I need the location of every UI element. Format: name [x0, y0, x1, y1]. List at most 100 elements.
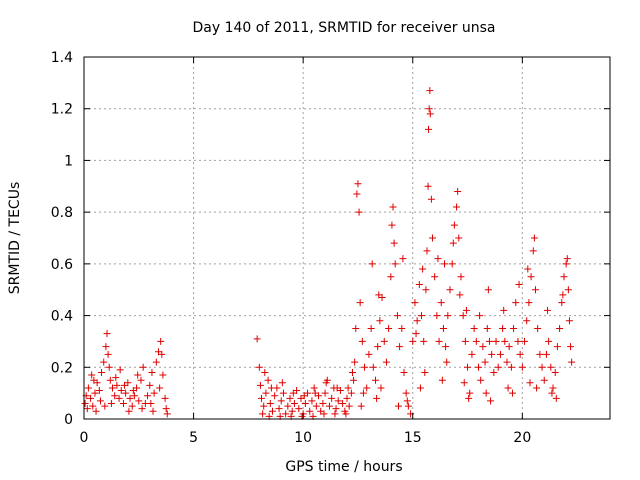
data-point: [84, 384, 92, 392]
data-point: [355, 208, 363, 216]
data-point: [563, 255, 571, 263]
x-axis-label: GPS time / hours: [285, 459, 402, 475]
data-point: [395, 402, 403, 410]
data-point: [256, 381, 264, 389]
chart-title: Day 140 of 2011, SRMTID for receiver uns…: [192, 20, 495, 36]
data-point: [358, 337, 366, 345]
data-point: [470, 325, 478, 332]
data-point: [551, 368, 559, 376]
data-point: [365, 350, 373, 358]
data-point: [525, 299, 533, 307]
data-point: [357, 402, 365, 410]
data-point: [101, 402, 109, 410]
data-point: [295, 405, 303, 413]
data-point: [121, 381, 129, 389]
data-point: [548, 389, 556, 397]
data-point: [488, 350, 496, 358]
data-point: [163, 410, 171, 418]
data-point: [259, 410, 267, 418]
data-point: [446, 286, 454, 294]
axis-ticks: 0 0.2 0.4 0.6 0.8 1 1.2 1.4 0 5 10 15 20: [51, 50, 610, 446]
data-point: [87, 394, 95, 402]
data-point: [150, 389, 158, 397]
data-point: [158, 350, 166, 358]
data-point: [468, 350, 476, 358]
data-point: [275, 405, 283, 413]
data-point: [125, 407, 133, 415]
data-point: [454, 187, 462, 195]
x-tick-label: 0: [80, 430, 89, 446]
data-point: [352, 325, 360, 332]
data-point: [108, 384, 116, 392]
data-point: [116, 366, 124, 374]
y-tick-label: 0.8: [51, 205, 73, 221]
data-point: [134, 371, 142, 379]
data-point: [505, 343, 513, 351]
data-point: [81, 399, 89, 407]
data-point: [482, 389, 490, 397]
data-point: [345, 402, 353, 410]
data-point: [90, 376, 98, 384]
data-point: [477, 376, 485, 384]
data-point: [460, 379, 468, 387]
data-point: [306, 407, 314, 415]
data-point: [516, 350, 524, 358]
data-point: [258, 394, 266, 402]
y-tick-label: 0.6: [51, 257, 73, 273]
data-point: [437, 299, 445, 307]
y-tick-label: 0.4: [51, 309, 73, 325]
data-point: [515, 281, 523, 289]
data-point: [107, 399, 115, 407]
data-point: [568, 358, 576, 366]
plot-frame: [83, 56, 611, 420]
data-point: [92, 407, 100, 415]
data-point: [398, 325, 406, 332]
data-point: [321, 389, 329, 397]
data-point: [375, 291, 383, 299]
data-point: [144, 392, 152, 400]
data-point: [411, 299, 419, 307]
data-point: [359, 389, 367, 397]
data-point: [428, 234, 436, 242]
data-point: [368, 260, 376, 268]
data-point: [343, 394, 351, 402]
data-point: [322, 379, 330, 387]
data-point: [367, 325, 375, 332]
data-point: [565, 317, 573, 325]
data-point: [412, 330, 420, 338]
data-point: [288, 407, 296, 415]
data-point: [455, 234, 463, 242]
data-point: [146, 381, 154, 389]
data-point: [138, 405, 146, 413]
y-tick-label: 0.2: [51, 360, 73, 376]
data-point: [449, 239, 457, 247]
data-point: [518, 363, 526, 371]
data-point: [496, 350, 504, 358]
data-point: [137, 376, 145, 384]
data-point: [96, 397, 104, 405]
data-point: [443, 358, 451, 366]
data-point: [442, 343, 450, 351]
data-point: [157, 337, 165, 345]
data-point: [536, 350, 544, 358]
data-point: [319, 399, 327, 407]
data-point: [484, 286, 492, 294]
data-point: [421, 368, 429, 376]
data-point: [89, 402, 97, 410]
data-point: [499, 325, 507, 332]
data-point: [373, 394, 381, 402]
data-point: [98, 368, 106, 376]
data-point: [425, 105, 433, 113]
data-point: [390, 239, 398, 247]
data-point: [149, 407, 157, 415]
x-tick-label: 10: [294, 430, 312, 446]
data-point: [472, 337, 480, 345]
data-point: [523, 317, 531, 325]
data-point: [376, 317, 384, 325]
data-point: [353, 190, 361, 198]
data-point: [531, 286, 539, 294]
data-point: [117, 387, 125, 395]
y-tick-label: 1.2: [51, 102, 73, 118]
data-point: [540, 376, 548, 384]
data-point: [130, 392, 138, 400]
